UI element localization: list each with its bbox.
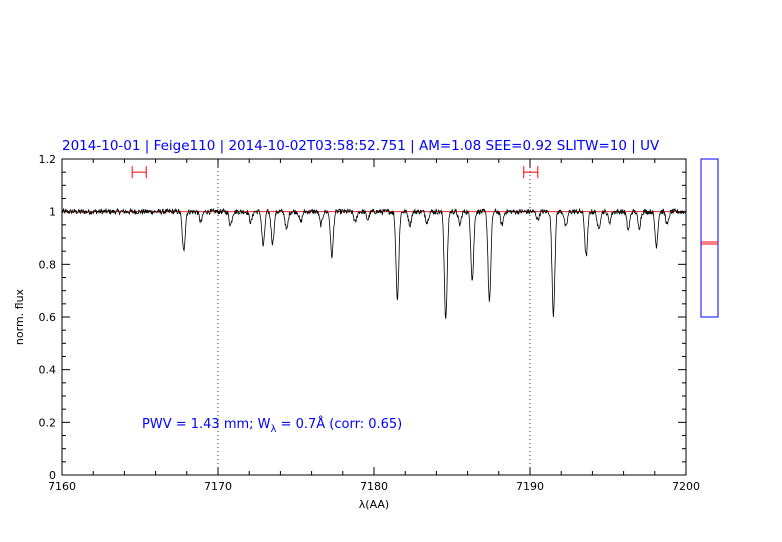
y-tick-label: 0.4 [39, 364, 57, 377]
y-tick-label: 0.6 [39, 311, 57, 324]
chart-title: 2014-10-01 | Feige110 | 2014-10-02T03:58… [62, 138, 660, 154]
axis-tick-labels: 7160 7170 7180 7190 7200 0 0.2 0.4 0.6 0.8 1 1.2 [39, 153, 701, 493]
w-subscript: λ [271, 424, 277, 435]
y-tick-label: 1.2 [39, 153, 57, 166]
y-tick-label: 0.8 [39, 258, 57, 271]
x-tick-label: 7190 [516, 480, 544, 493]
error-bars [131, 166, 539, 179]
side-panel-box [700, 158, 719, 318]
spectrum-line [61, 207, 687, 319]
axis-ticks [61, 158, 687, 476]
y-tick-label: 0 [49, 469, 56, 482]
x-axis-label: λ(AA) [359, 498, 389, 511]
x-tick-label: 7160 [48, 480, 76, 493]
pwv-prefix: PWV = 1.43 mm; W [142, 417, 271, 432]
pwv-annotation: PWV = 1.43 mm; Wλ = 0.7Å (corr: 0.65) [142, 416, 402, 435]
x-tick-label: 7180 [360, 480, 388, 493]
pwv-suffix: = 0.7Å (corr: 0.65) [276, 416, 402, 432]
y-tick-label: 1 [49, 206, 56, 219]
x-tick-label: 7170 [204, 480, 232, 493]
side-panel [700, 158, 719, 318]
y-axis-label: norm. flux [13, 288, 26, 345]
x-tick-label: 7200 [672, 480, 700, 493]
y-tick-label: 0.2 [39, 416, 57, 429]
